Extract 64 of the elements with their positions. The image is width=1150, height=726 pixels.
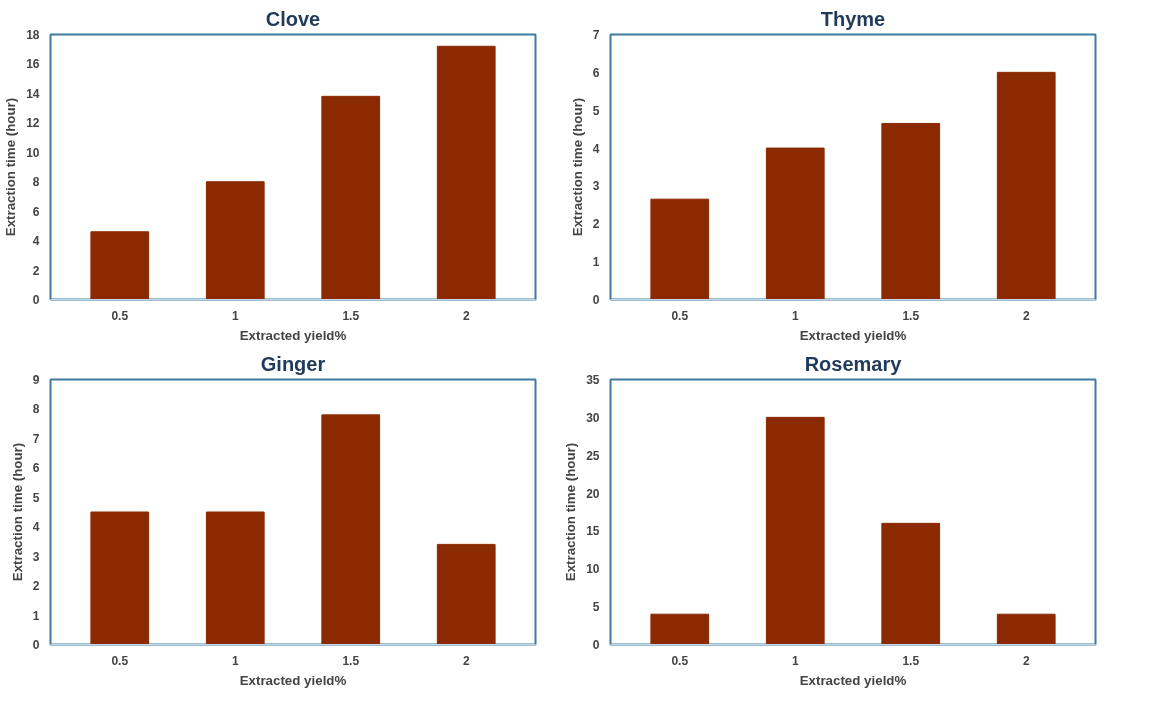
y-axis-title: Extraction time (hour) — [3, 97, 19, 237]
y-tick-label: 20 — [586, 486, 600, 501]
y-tick-label: 15 — [586, 524, 600, 539]
y-tick-label: 30 — [586, 410, 600, 425]
y-tick-label: 1 — [592, 255, 600, 270]
y-tick-label: 16 — [26, 57, 40, 72]
y-tick-label: 2 — [32, 263, 40, 278]
x-tick-label: 0.5 — [111, 653, 129, 668]
y-tick-label: 12 — [26, 116, 40, 131]
x-axis-title: Extracted yield% — [239, 672, 347, 688]
y-tick-label: 0 — [32, 638, 40, 652]
y-tick-label: 25 — [586, 448, 600, 463]
x-tick-label: 1 — [231, 653, 239, 668]
x-axis-title: Extracted yield% — [799, 327, 907, 343]
x-tick-label: 0.5 — [111, 308, 129, 323]
x-tick-label: 1.5 — [902, 653, 920, 668]
y-tick-label: 3 — [592, 179, 600, 194]
chart-title: Thyme — [820, 7, 886, 30]
y-tick-label: 1 — [32, 608, 40, 623]
x-axis-title: Extracted yield% — [239, 327, 347, 343]
x-tick-label: 2 — [1022, 653, 1030, 668]
y-tick-label: 3 — [32, 549, 40, 564]
y-tick-label: 0 — [592, 293, 600, 307]
x-tick-label: 0.5 — [671, 653, 689, 668]
x-tick-label: 1.5 — [902, 308, 920, 323]
y-tick-label: 2 — [32, 579, 40, 594]
y-tick-label: 7 — [32, 431, 40, 446]
y-tick-label: 10 — [586, 562, 600, 577]
x-tick-label: 1 — [231, 308, 239, 323]
chart-title: Ginger — [260, 352, 326, 375]
y-tick-label: 6 — [32, 204, 40, 219]
y-tick-label: 5 — [32, 490, 40, 505]
y-tick-label: 0 — [592, 638, 600, 652]
x-tick-label: 0.5 — [671, 308, 689, 323]
y-tick-label: 9 — [32, 373, 40, 387]
y-tick-label: 7 — [592, 28, 600, 42]
x-tick-label: 1 — [791, 653, 799, 668]
y-tick-label: 6 — [32, 461, 40, 476]
y-tick-label: 10 — [26, 145, 40, 160]
x-tick-label: 2 — [1022, 308, 1030, 323]
y-tick-label: 2 — [592, 217, 600, 232]
y-tick-label: 4 — [32, 234, 40, 249]
x-axis-title: Extracted yield% — [799, 672, 907, 688]
y-axis-title: Extraction time (hour) — [563, 442, 579, 582]
chart-title: Rosemary — [804, 352, 903, 375]
y-tick-label: 8 — [32, 175, 40, 190]
y-tick-label: 6 — [592, 65, 600, 80]
y-tick-label: 35 — [586, 373, 600, 387]
y-axis-title: Extraction time (hour) — [9, 442, 25, 582]
y-tick-label: 4 — [32, 520, 40, 535]
x-tick-label: 1 — [791, 308, 799, 323]
chart-title: Clove — [265, 7, 321, 30]
y-tick-label: 18 — [26, 28, 40, 42]
x-tick-label: 2 — [462, 653, 470, 668]
y-tick-label: 8 — [32, 402, 40, 417]
y-tick-label: 4 — [592, 141, 600, 156]
x-tick-label: 1.5 — [342, 653, 360, 668]
y-axis-title: Extraction time (hour) — [569, 97, 585, 237]
x-tick-label: 2 — [462, 308, 470, 323]
y-tick-label: 0 — [32, 293, 40, 307]
y-tick-label: 5 — [592, 600, 600, 615]
y-tick-label: 5 — [592, 103, 600, 118]
y-tick-label: 14 — [26, 86, 40, 101]
x-tick-label: 1.5 — [342, 308, 360, 323]
